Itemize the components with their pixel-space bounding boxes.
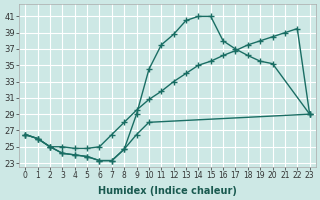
- X-axis label: Humidex (Indice chaleur): Humidex (Indice chaleur): [98, 186, 237, 196]
